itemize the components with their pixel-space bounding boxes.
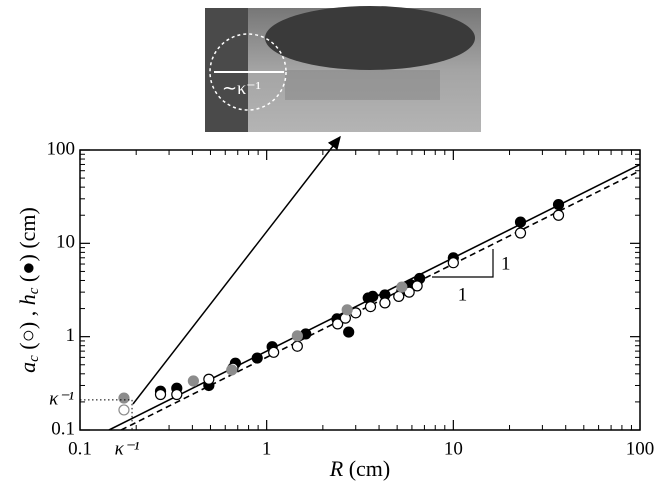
y-tick-label: 1 bbox=[66, 325, 76, 346]
x-tick-label: 0.1 bbox=[68, 438, 92, 459]
photo-strip bbox=[205, 8, 248, 132]
data-point bbox=[367, 290, 379, 303]
x-axis-label: R (cm) bbox=[329, 456, 390, 481]
data-point bbox=[447, 257, 459, 269]
data-point bbox=[552, 199, 565, 211]
data-point bbox=[171, 388, 183, 401]
data-point bbox=[379, 297, 391, 309]
data-point bbox=[154, 388, 167, 401]
y-tick-label: 100 bbox=[47, 138, 76, 159]
data-point bbox=[291, 340, 303, 352]
data-point bbox=[514, 216, 527, 228]
data-point bbox=[291, 330, 303, 342]
y-label-sub: c bbox=[26, 287, 42, 294]
x-tick-label: 1 bbox=[262, 438, 272, 459]
y-label-sub: c bbox=[26, 355, 42, 362]
y-axis-label: ac (○) , hc (●) (cm) bbox=[15, 207, 42, 373]
x-tick-label: 100 bbox=[626, 438, 655, 459]
x-tick-label: 10 bbox=[444, 438, 463, 459]
data-point bbox=[411, 280, 423, 292]
plot-area: 11 bbox=[108, 163, 640, 430]
plot-frame bbox=[79, 149, 641, 431]
data-point bbox=[251, 352, 263, 364]
data-point bbox=[118, 392, 130, 404]
data-point bbox=[364, 300, 377, 313]
y-label-mid: (○) , bbox=[15, 305, 40, 355]
photo-circle bbox=[209, 33, 287, 111]
y-label-h: h bbox=[15, 294, 40, 305]
kappa-y-label: κ⁻¹ bbox=[49, 388, 74, 409]
data-point bbox=[203, 373, 215, 385]
data-point bbox=[268, 346, 280, 358]
slope-label: 1 bbox=[458, 284, 468, 305]
data-point bbox=[118, 404, 130, 416]
y-tick-label: 10 bbox=[56, 232, 75, 253]
photo-drop bbox=[265, 6, 475, 70]
data-point bbox=[341, 304, 353, 316]
x-label-var: R bbox=[329, 456, 344, 481]
kappa-x-label: κ⁻¹ bbox=[115, 438, 140, 459]
data-point bbox=[396, 281, 408, 293]
y-label-a: a bbox=[15, 362, 40, 373]
slope-label: 1 bbox=[501, 253, 511, 274]
data-point bbox=[514, 227, 527, 239]
data-point bbox=[393, 290, 405, 303]
inset-label: ∼κ⁻¹ bbox=[222, 78, 261, 98]
y-tick-label: 0.1 bbox=[51, 418, 75, 439]
pointer-arrow bbox=[132, 135, 341, 405]
slope-triangle bbox=[432, 249, 494, 278]
data-point bbox=[187, 375, 199, 387]
data-point bbox=[343, 326, 355, 338]
x-label-unit: (cm) bbox=[343, 456, 390, 481]
inset-photo: ∼κ⁻¹ bbox=[205, 6, 481, 132]
data-point bbox=[552, 209, 565, 221]
data-point bbox=[226, 364, 238, 376]
photo-neck bbox=[285, 70, 440, 100]
data-point bbox=[332, 318, 344, 330]
y-label-end: (●) (cm) bbox=[15, 207, 40, 287]
